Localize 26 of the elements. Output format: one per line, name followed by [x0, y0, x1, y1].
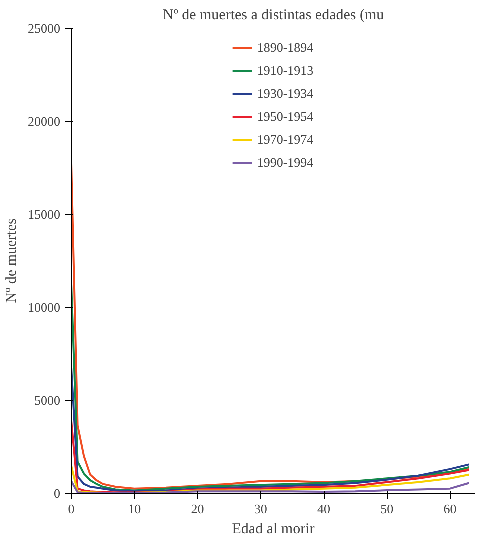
y-tick-label: 15000: [28, 207, 60, 222]
x-tick-label: 60: [444, 502, 457, 516]
legend-label: 1910-1913: [257, 63, 314, 79]
x-tick-label: 20: [191, 502, 204, 516]
legend-label: 1990-1994: [257, 155, 314, 171]
line-series: [72, 420, 470, 494]
line-series: [72, 480, 470, 494]
x-tick-label: 0: [68, 502, 75, 516]
legend-label: 1930-1934: [257, 86, 314, 102]
chart-title: Nº de muertes a distintas edades (mu: [162, 8, 385, 24]
x-tick-label: 50: [380, 502, 394, 516]
y-tick-label: 20000: [28, 114, 60, 129]
y-tick-label: 5000: [34, 393, 60, 408]
x-tick-label: 10: [128, 502, 142, 516]
legend-label: 1970-1974: [257, 132, 314, 148]
y-tick-label: 25000: [28, 21, 60, 36]
y-axis-title: Nº de muertes: [4, 218, 20, 304]
legend-label: 1950-1954: [257, 109, 314, 125]
line-series: [72, 366, 470, 493]
y-tick-label: 10000: [28, 300, 60, 315]
legend-label: 1890-1894: [257, 40, 314, 56]
y-tick-label: 0: [54, 486, 60, 501]
line-series: [72, 283, 470, 492]
x-tick-label: 40: [318, 502, 330, 516]
x-axis-title: Edad al morir: [232, 522, 315, 538]
x-tick-label: 30: [254, 502, 268, 516]
